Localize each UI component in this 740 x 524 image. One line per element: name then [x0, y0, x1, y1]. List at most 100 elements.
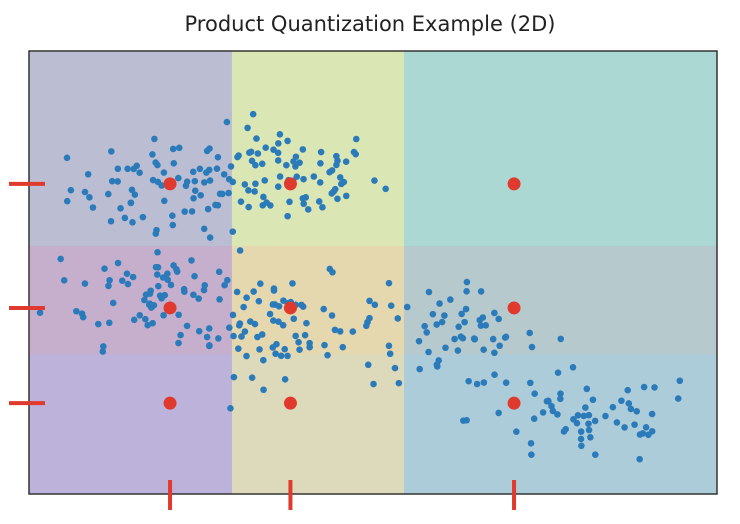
data-point	[149, 151, 156, 158]
data-point	[227, 404, 234, 412]
data-point	[674, 395, 682, 402]
data-point	[489, 335, 497, 343]
data-point	[218, 190, 226, 198]
data-point	[101, 265, 108, 272]
y-region-band	[29, 51, 717, 246]
data-point	[425, 348, 432, 356]
data-point	[310, 173, 318, 180]
data-point	[274, 149, 282, 157]
data-point	[240, 303, 247, 311]
data-point	[249, 110, 257, 118]
data-point	[403, 303, 411, 311]
data-point	[129, 219, 136, 226]
data-point	[167, 281, 175, 289]
data-point	[339, 343, 347, 351]
data-point	[425, 288, 433, 296]
data-point	[578, 442, 585, 450]
data-point	[109, 299, 117, 307]
data-point	[275, 140, 282, 147]
data-point	[583, 385, 591, 393]
data-point	[214, 153, 222, 161]
data-point	[245, 187, 252, 194]
data-point	[394, 315, 402, 322]
data-point	[513, 428, 520, 435]
data-point	[215, 268, 223, 276]
data-point	[124, 165, 131, 173]
data-point	[154, 248, 161, 256]
data-point	[89, 204, 97, 211]
data-point	[530, 415, 538, 422]
data-point	[118, 277, 126, 284]
data-point	[479, 314, 487, 321]
data-point	[124, 280, 132, 288]
data-point	[364, 361, 372, 369]
data-point	[491, 349, 498, 357]
data-point	[225, 189, 232, 197]
data-point	[292, 332, 299, 340]
data-point	[260, 386, 267, 394]
data-point	[301, 331, 309, 339]
data-point	[502, 379, 510, 386]
data-point	[257, 280, 264, 288]
data-point	[247, 148, 255, 156]
data-point	[269, 344, 277, 351]
data-point	[333, 161, 340, 169]
data-point	[191, 177, 199, 185]
data-point	[153, 271, 161, 278]
data-point	[114, 165, 122, 173]
data-point	[136, 311, 144, 319]
centroid-point	[507, 177, 521, 191]
data-point	[315, 198, 323, 205]
data-point	[142, 315, 149, 323]
data-point	[286, 198, 293, 206]
data-point	[189, 168, 197, 176]
data-point	[206, 177, 214, 184]
data-point	[364, 318, 371, 326]
data-point	[557, 390, 564, 397]
data-point	[302, 194, 310, 201]
data-point	[562, 425, 569, 433]
data-point	[554, 369, 562, 376]
data-point	[279, 321, 287, 329]
data-point	[73, 307, 80, 315]
data-point	[161, 291, 169, 299]
data-point	[591, 417, 599, 425]
data-point	[342, 192, 350, 200]
data-point	[304, 206, 312, 213]
data-point	[99, 348, 107, 355]
data-point	[458, 310, 465, 318]
data-point	[229, 228, 237, 235]
data-point	[267, 202, 274, 209]
centroid-point	[163, 301, 177, 315]
data-point	[640, 383, 648, 391]
data-point	[229, 178, 237, 186]
data-point	[107, 217, 115, 225]
data-point	[175, 311, 182, 319]
data-point	[164, 270, 171, 277]
data-point	[258, 331, 266, 338]
data-point	[94, 320, 102, 328]
data-point	[587, 433, 594, 441]
data-point	[108, 177, 116, 185]
data-point	[181, 208, 188, 215]
data-point	[292, 153, 300, 161]
data-point	[328, 167, 336, 174]
data-point	[281, 376, 289, 383]
data-point	[642, 423, 650, 431]
data-point	[241, 328, 249, 335]
data-point	[480, 346, 487, 354]
data-point	[270, 146, 277, 154]
data-point	[395, 379, 403, 387]
data-point	[284, 137, 291, 145]
data-point	[462, 305, 470, 313]
data-point	[526, 329, 534, 337]
data-point	[254, 150, 262, 157]
data-point	[175, 144, 183, 152]
data-point	[160, 197, 168, 205]
data-point	[580, 412, 588, 420]
data-point	[266, 310, 274, 318]
data-point	[204, 205, 212, 213]
data-point	[196, 165, 204, 173]
data-point	[627, 405, 635, 413]
data-point	[471, 335, 478, 343]
